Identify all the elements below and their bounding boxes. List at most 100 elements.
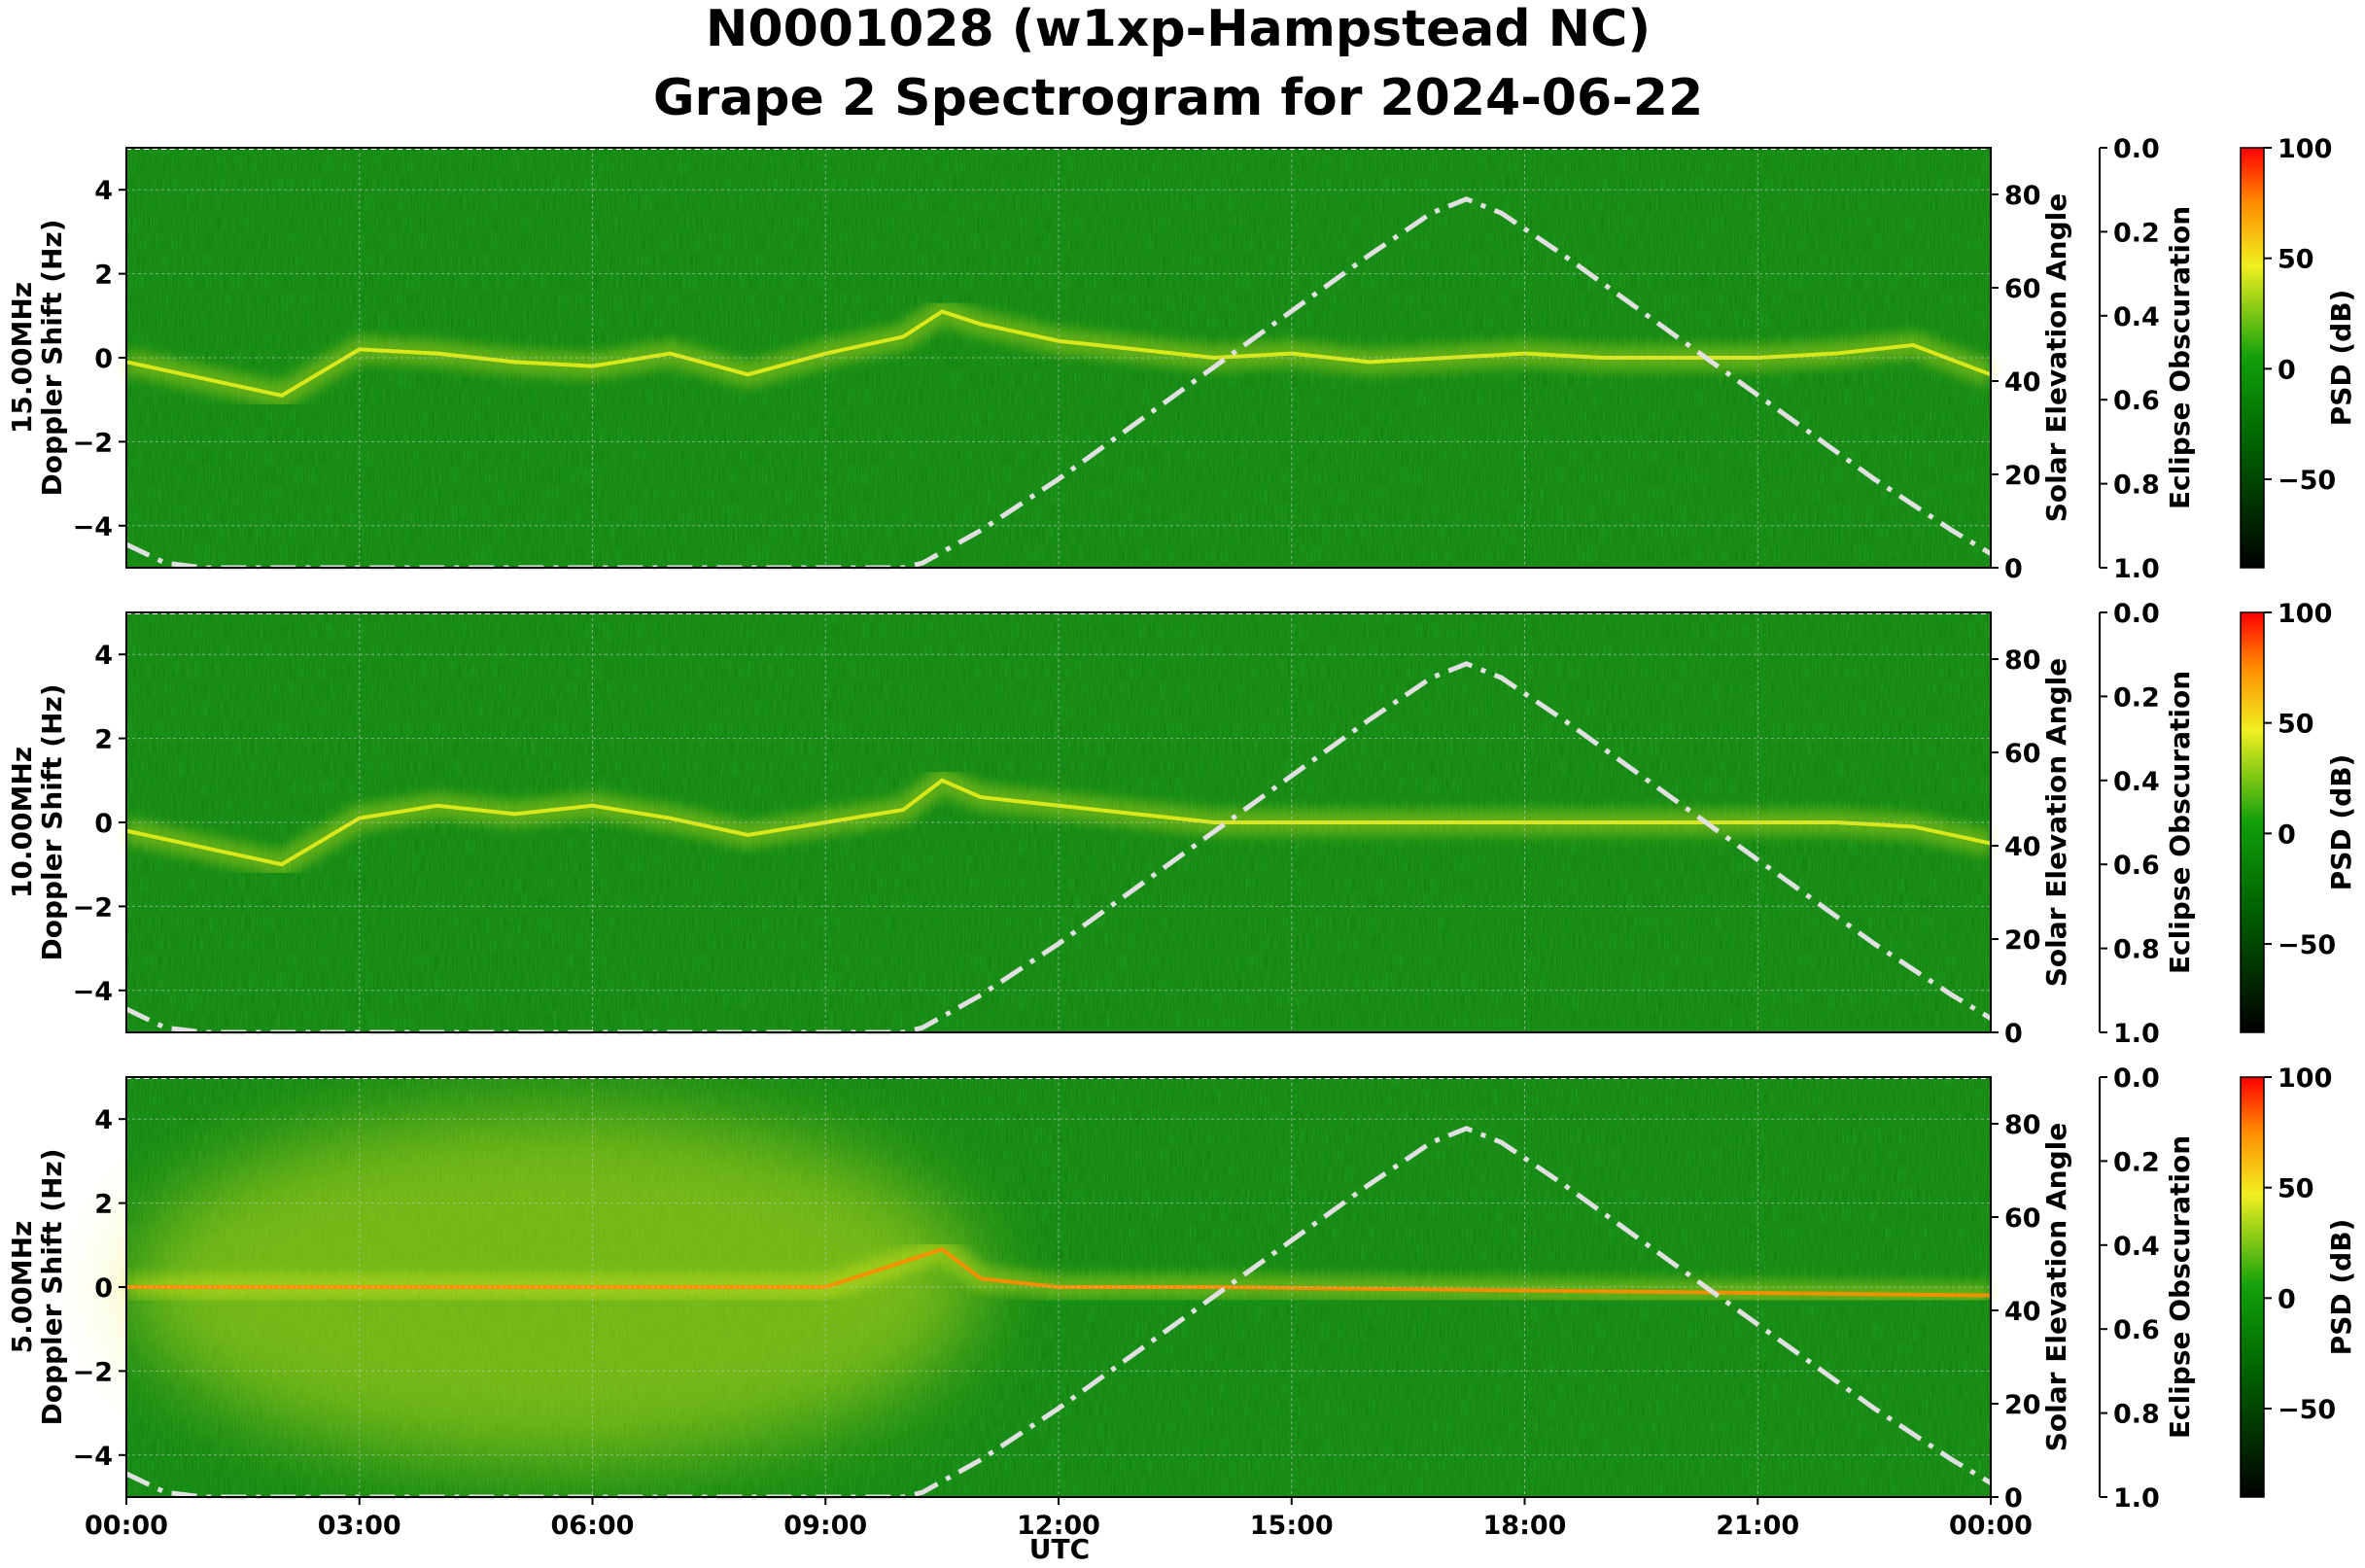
solar-axis-label: Solar Elevation Angle [2040,658,2072,987]
eclipse-tick-label: 0.6 [2113,851,2160,881]
solar-tick-label: 40 [2004,1297,2041,1327]
solar-tick-label: 40 [2004,367,2041,398]
eclipse-axis-label: Eclipse Obscuration [2164,206,2196,509]
grid-lines [126,1077,1991,1497]
y-tick-label: −4 [73,977,113,1007]
x-tick-label: 00:00 [1949,1511,2033,1541]
eclipse-tick-label: 0.4 [2113,1232,2160,1262]
y-tick-label: −2 [73,1357,113,1387]
eclipse-tick-label: 0.6 [2113,386,2160,416]
psd-colorbar [2240,611,2265,1033]
eclipse-tick-label: 0.8 [2113,1400,2160,1430]
colorbar-label: PSD (dB) [2325,290,2357,427]
eclipse-tick-label: 0.4 [2113,302,2160,332]
psd-colorbar [2240,147,2265,569]
y-tick-label: −2 [73,892,113,923]
eclipse-tick-label: 1.0 [2113,554,2160,584]
y-tick-label: 2 [94,1190,113,1220]
colorbar-tick-label: −50 [2278,466,2336,496]
y-tick-label: −4 [73,1442,113,1472]
x-tick-label: 12:00 [1017,1511,1100,1541]
solar-tick-label: 0 [2004,554,2023,584]
y-axis-label: Doppler Shift (Hz) [36,219,68,496]
y-tick-label: 4 [94,176,113,206]
colorbar-tick-label: 100 [2278,1063,2332,1094]
eclipse-tick-label: 1.0 [2113,1019,2160,1049]
y-tick-label: 4 [94,1105,113,1135]
solar-tick-label: 20 [2004,925,2041,956]
psd-colorbar [2240,1076,2265,1498]
eclipse-tick-label: 0.2 [2113,218,2160,248]
eclipse-axis-label: Eclipse Obscuration [2164,1135,2196,1439]
eclipse-tick-label: 0.4 [2113,767,2160,797]
colorbar-tick-label: −50 [2278,1395,2336,1425]
solar-elevation-curve [124,661,1993,1035]
y-tick-label: −2 [73,428,113,458]
solar-tick-label: 80 [2004,1110,2041,1140]
x-tick-label: 00:00 [85,1511,168,1541]
solar-tick-label: 20 [2004,461,2041,491]
y-tick-label: 0 [94,344,113,374]
solar-tick-label: 80 [2004,181,2041,211]
eclipse-tick-label: 1.0 [2113,1483,2160,1514]
frequency-label: 10.00MHz [6,747,38,898]
eclipse-tick-label: 0.8 [2113,935,2160,965]
solar-tick-label: 20 [2004,1390,2041,1420]
eclipse-tick-label: 0.0 [2113,134,2160,164]
eclipse-tick-label: 0.8 [2113,470,2160,501]
grid-lines [126,612,1991,1032]
solar-tick-label: 0 [2004,1019,2023,1049]
colorbar-tick-label: 0 [2278,355,2296,385]
eclipse-tick-label: 0.0 [2113,1063,2160,1094]
colorbar-tick-label: 0 [2278,1284,2296,1314]
solar-elevation-curve [124,196,1993,571]
grid-lines [126,148,1991,568]
frequency-label: 5.00MHz [6,1221,38,1354]
colorbar-tick-label: 100 [2278,134,2332,164]
eclipse-axis-label: Eclipse Obscuration [2164,671,2196,974]
colorbar-tick-label: 50 [2278,1174,2314,1204]
y-tick-label: 0 [94,809,113,839]
colorbar-tick-label: 0 [2278,819,2296,850]
solar-elevation-curve [124,1126,1993,1500]
solar-tick-label: 80 [2004,645,2041,676]
colorbar-tick-label: −50 [2278,930,2336,960]
y-axis-label: Doppler Shift (Hz) [36,1148,68,1425]
y-tick-label: 4 [94,641,113,671]
x-tick-label: 09:00 [783,1511,867,1541]
colorbar-tick-label: 50 [2278,245,2314,275]
colorbar-tick-label: 50 [2278,710,2314,740]
solar-axis-label: Solar Elevation Angle [2040,1123,2072,1451]
x-axis-label: UTC [1029,1533,1090,1565]
solar-tick-label: 60 [2004,1203,2041,1234]
eclipse-tick-label: 0.2 [2113,682,2160,713]
colorbar-tick-label: 100 [2278,599,2332,629]
y-tick-label: −4 [73,512,113,542]
solar-tick-label: 40 [2004,832,2041,862]
eclipse-tick-label: 0.2 [2113,1147,2160,1177]
x-tick-label: 18:00 [1483,1511,1567,1541]
colorbar-label: PSD (dB) [2325,754,2357,891]
solar-tick-label: 60 [2004,739,2041,769]
y-tick-label: 2 [94,261,113,291]
solar-tick-label: 0 [2004,1483,2023,1514]
x-tick-label: 03:00 [318,1511,401,1541]
x-tick-label: 15:00 [1250,1511,1334,1541]
solar-axis-label: Solar Elevation Angle [2040,193,2072,522]
figure-title-line2: Grape 2 Spectrogram for 2024-06-22 [653,69,1703,127]
y-tick-label: 0 [94,1273,113,1304]
y-axis-label: Doppler Shift (Hz) [36,683,68,960]
frequency-label: 15.00MHz [6,282,38,434]
x-tick-label: 21:00 [1716,1511,1799,1541]
colorbar-label: PSD (dB) [2325,1219,2357,1356]
solar-tick-label: 60 [2004,274,2041,304]
x-tick-label: 06:00 [551,1511,635,1541]
eclipse-tick-label: 0.6 [2113,1315,2160,1345]
figure-title-line1: N0001028 (w1xp-Hampstead NC) [706,0,1651,58]
eclipse-tick-label: 0.0 [2113,599,2160,629]
